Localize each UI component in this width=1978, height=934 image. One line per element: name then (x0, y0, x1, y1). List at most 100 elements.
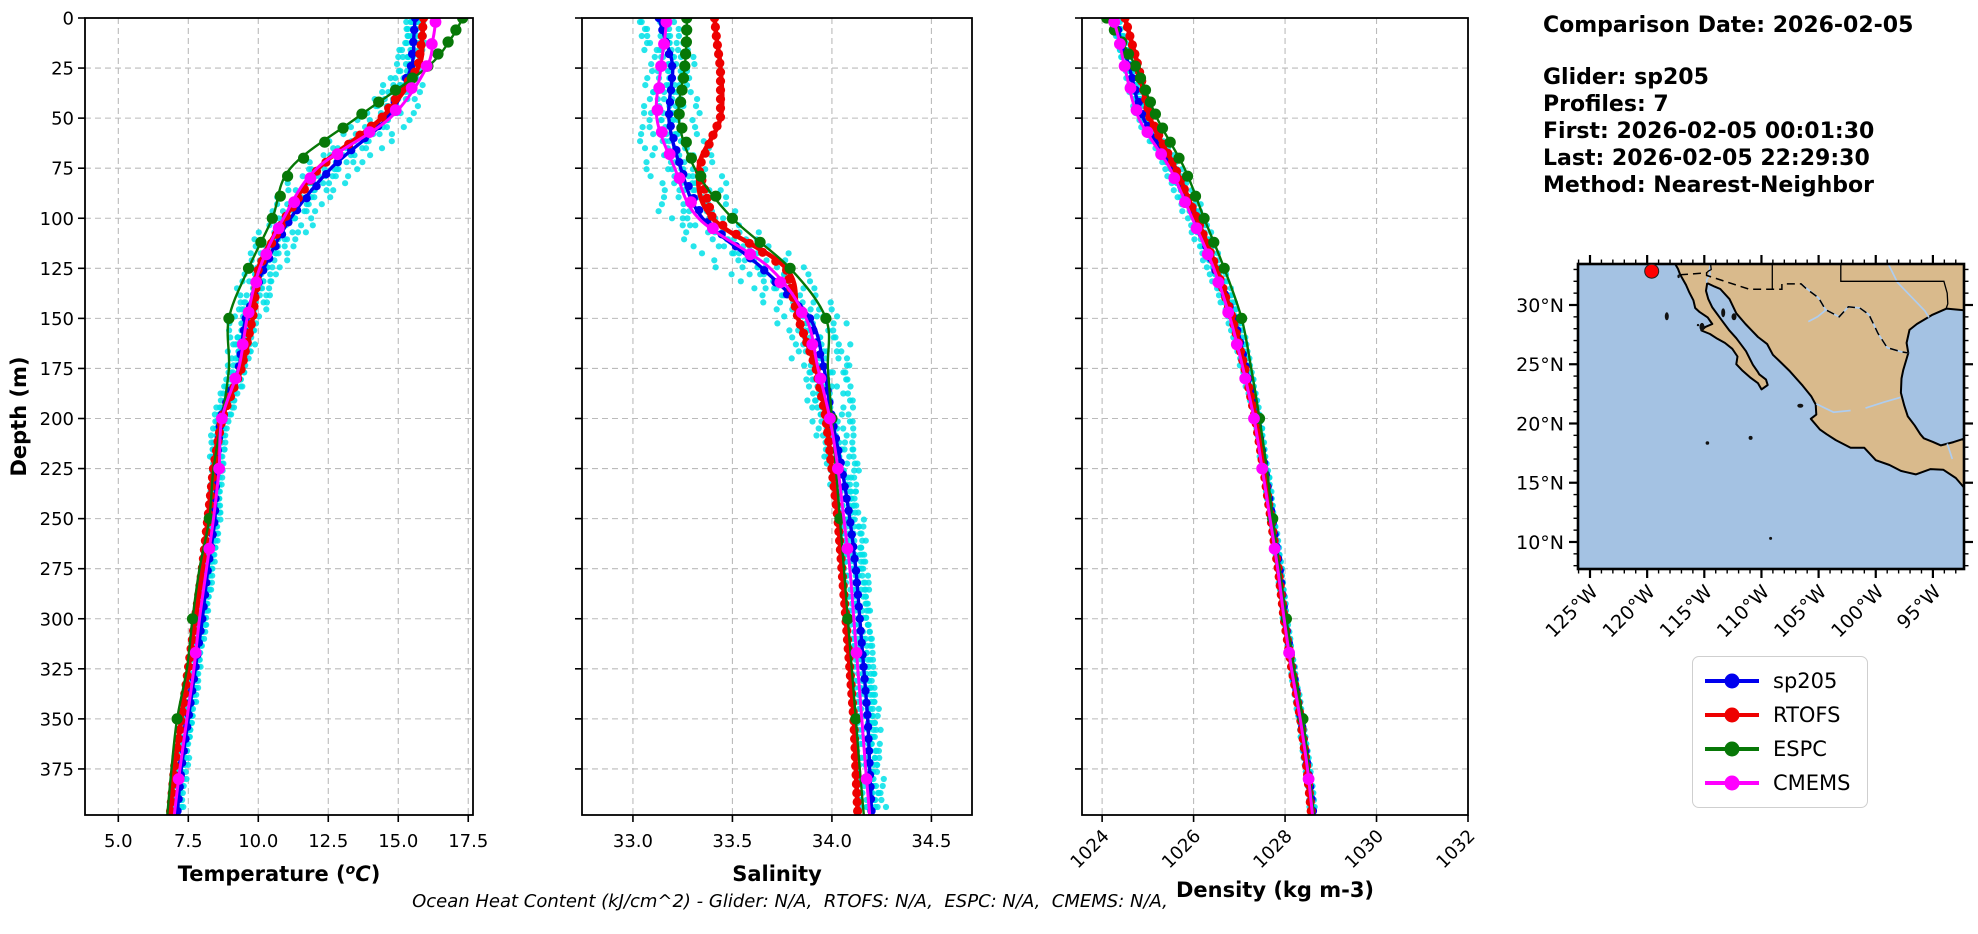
sp205-line-swatch (1705, 673, 1759, 689)
svg-text:375: 375 (40, 759, 74, 780)
svg-text:12.5: 12.5 (308, 831, 348, 852)
map-island (1696, 323, 1700, 327)
map-lon-label: 100°W (1827, 581, 1888, 642)
map-river (1807, 309, 1827, 323)
temperature-profile-chart: 5.0 7.5 10.0 12.5 15.0 17.5 0 25 50 75 100 125 150 17… (7, 9, 488, 887)
salinity-series-RTOFS (694, 18, 863, 815)
svg-text:200: 200 (40, 409, 74, 430)
temperature-axis-label: Temperature (oC) (178, 862, 381, 886)
legend-label: ESPC (1773, 737, 1827, 761)
map-river (1705, 264, 1712, 283)
density-series-sp205 (1110, 18, 1318, 815)
map-lat-label: 15°N (1516, 473, 1564, 495)
svg-text:300: 300 (40, 609, 74, 630)
svg-text:33.0: 33.0 (613, 831, 653, 852)
svg-text:250: 250 (40, 509, 74, 530)
location-map: 10°N 15°N 20°N 25°N 30°N 125°W120°W115°W110°W… (1516, 255, 1973, 642)
legend-label: sp205 (1773, 669, 1838, 693)
svg-text:275: 275 (40, 559, 74, 580)
map-lat-label: 25°N (1516, 354, 1564, 376)
svg-text:15.0: 15.0 (378, 831, 418, 852)
rtofs-line-swatch (1705, 707, 1759, 723)
svg-text:225: 225 (40, 459, 74, 480)
temperature-series-CMEMS (172, 18, 442, 815)
info-panel: Comparison Date: 2026-02-05 Glider: sp20… (1543, 12, 1913, 199)
svg-text:1026: 1026 (1158, 826, 1205, 873)
profiles-count-text: Profiles: 7 (1543, 92, 1669, 117)
density-series-ESPC (1101, 18, 1316, 815)
espc-line-swatch (1705, 741, 1759, 757)
legend-item-rtofs: RTOFS (1705, 698, 1851, 732)
map-lon-label: 105°W (1770, 581, 1831, 642)
map-island (1797, 403, 1804, 408)
svg-text:1030: 1030 (1341, 826, 1388, 873)
map-island (1664, 312, 1669, 321)
salinity-profile-chart: 33.0 33.5 34.0 34.5 Salinity (575, 17, 973, 886)
svg-text:34.5: 34.5 (911, 831, 951, 852)
map-state-line (1706, 264, 1712, 274)
legend-item-cmems: CMEMS (1705, 766, 1851, 800)
map-land (1674, 264, 1964, 489)
glider-profiles-scatter (1108, 18, 1318, 811)
map-island (1699, 322, 1705, 331)
density-axis-label: Density (kg m-3) (1176, 878, 1374, 902)
map-island (1748, 435, 1753, 440)
legend: sp205 RTOFS ESPC CMEMS (1692, 656, 1868, 808)
glider-profiles-scatter (168, 18, 429, 811)
depth-axis-label: Depth (m) (7, 356, 31, 476)
density-series-CMEMS (1108, 18, 1315, 815)
map-lat-label: 20°N (1516, 413, 1564, 435)
salinity-series-CMEMS (651, 18, 873, 815)
map-river (1946, 443, 1954, 460)
map-lon-label: 110°W (1713, 581, 1774, 642)
map-river (1815, 403, 1851, 414)
map-border-dashed (1679, 271, 1909, 354)
svg-text:34.0: 34.0 (812, 831, 852, 852)
svg-text:325: 325 (40, 659, 74, 680)
svg-text:10.0: 10.0 (238, 831, 278, 852)
ocean-heat-content-footnote: Ocean Heat Content (kJ/cm^2) - Glider: N… (412, 891, 1168, 912)
svg-text:125: 125 (40, 259, 74, 280)
gridlines (85, 18, 473, 815)
map-lon-label: 115°W (1656, 581, 1717, 642)
map-island (1721, 308, 1726, 318)
map-lon-label: 120°W (1598, 581, 1659, 642)
map-island (1705, 441, 1710, 445)
svg-text:50: 50 (51, 109, 74, 130)
svg-text:350: 350 (40, 709, 74, 730)
svg-text:17.5: 17.5 (448, 831, 488, 852)
map-lon-label: 95°W (1893, 581, 1946, 634)
map-lat-label: 10°N (1516, 532, 1564, 554)
salinity-axis-label: Salinity (732, 862, 822, 886)
map-island (1731, 313, 1737, 321)
svg-text:150: 150 (40, 309, 74, 330)
map-river (1887, 264, 1930, 318)
svg-text:5.0: 5.0 (104, 831, 133, 852)
svg-text:175: 175 (40, 359, 74, 380)
map-island (1677, 274, 1680, 279)
svg-text:1032: 1032 (1432, 826, 1479, 873)
glider-name-text: Glider: sp205 (1543, 65, 1709, 90)
svg-text:75: 75 (51, 159, 74, 180)
map-island (1769, 536, 1773, 540)
legend-label: RTOFS (1773, 703, 1841, 727)
first-profile-time-text: First: 2026-02-05 00:01:30 (1543, 119, 1875, 144)
temperature-series-RTOFS (165, 18, 429, 815)
svg-text:7.5: 7.5 (174, 831, 203, 852)
method-text: Method: Nearest-Neighbor (1543, 173, 1874, 198)
svg-text:100: 100 (40, 209, 74, 230)
gridlines (582, 18, 972, 815)
legend-item-sp205: sp205 (1705, 664, 1851, 698)
legend-label: CMEMS (1773, 771, 1851, 795)
gridlines (1082, 18, 1469, 815)
cmems-line-swatch (1705, 775, 1759, 791)
map-lon-label: 125°W (1541, 581, 1602, 642)
svg-text:33.5: 33.5 (712, 831, 752, 852)
map-river (1865, 396, 1901, 409)
svg-text:1024: 1024 (1066, 826, 1113, 873)
svg-text:25: 25 (51, 59, 74, 80)
comparison-date-text: Comparison Date: 2026-02-05 (1543, 13, 1914, 38)
glider-location-marker (1644, 263, 1660, 279)
